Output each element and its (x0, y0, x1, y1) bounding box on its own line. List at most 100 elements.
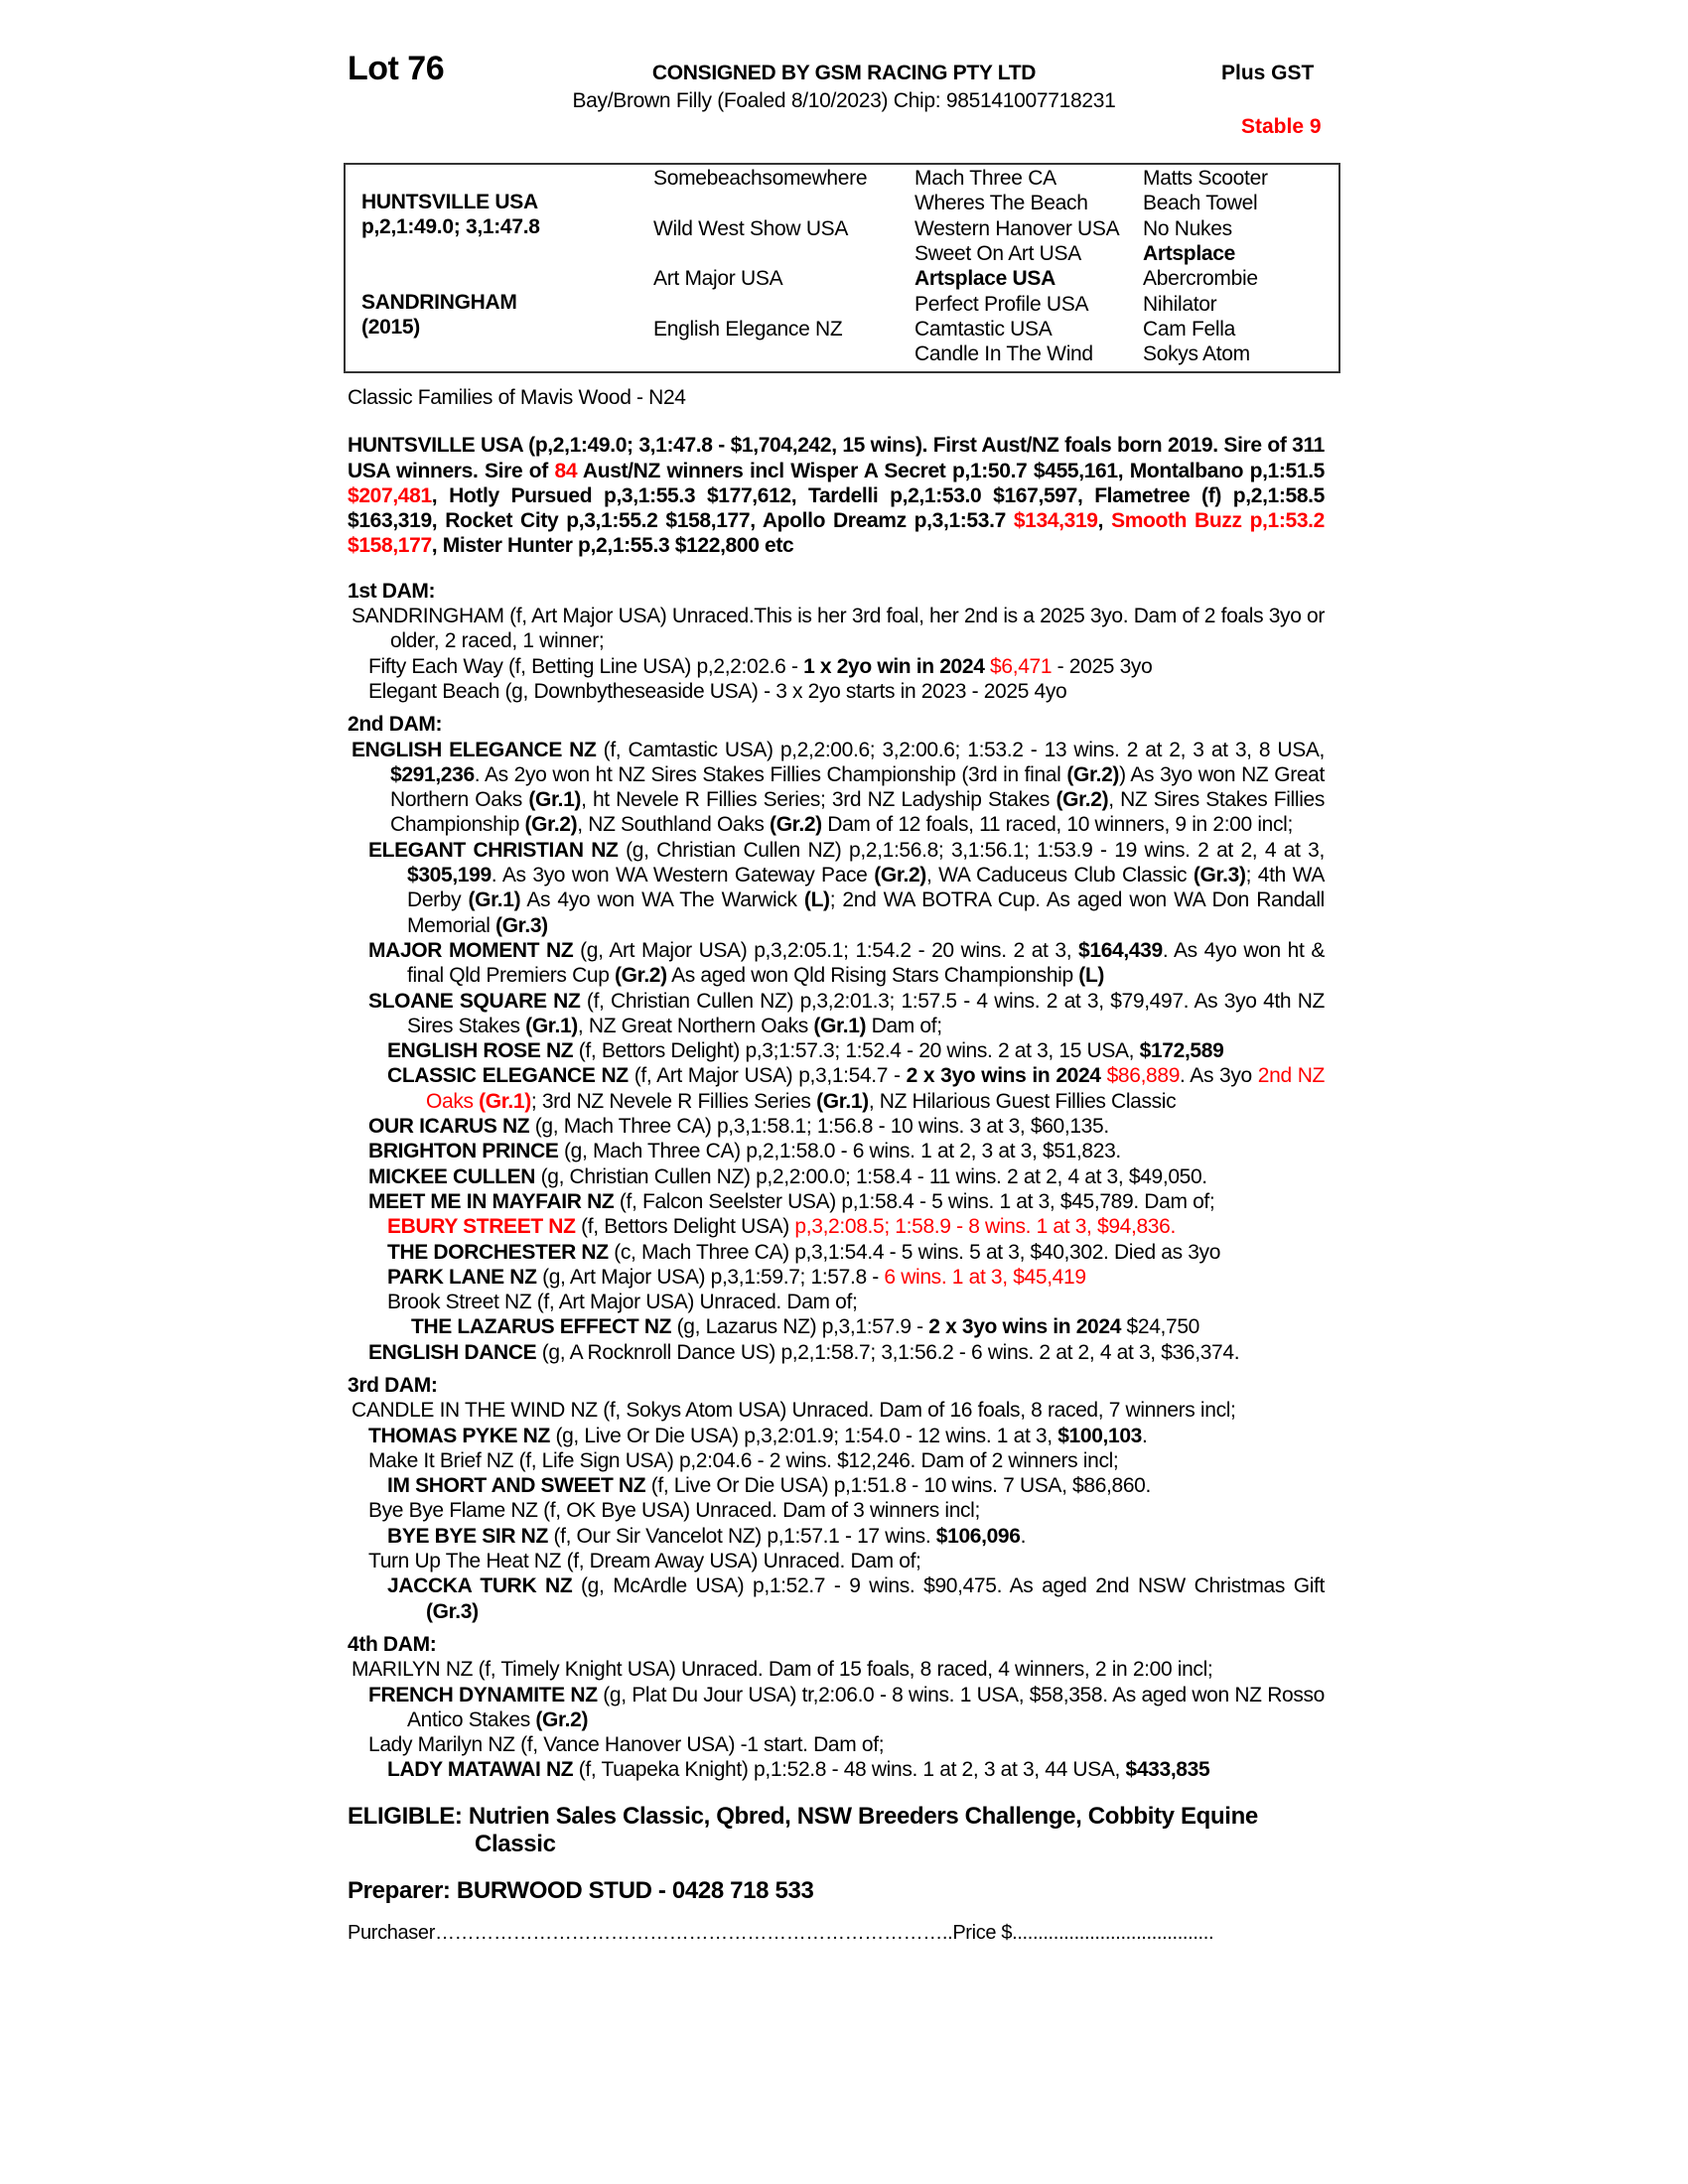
pedigree-gen3: Candle In The Wind (914, 342, 1093, 366)
text-segment: (L) (803, 888, 830, 912)
stable-number: Stable 9 (1241, 115, 1322, 138)
text-segment: THE DORCHESTER NZ (387, 1240, 609, 1264)
progeny-entry: BRIGHTON PRINCE (g, Mach Three CA) p,2,1… (348, 1139, 1325, 1163)
text-segment: JACCKA TURK NZ (387, 1574, 573, 1598)
progeny-entry: ENGLISH ELEGANCE NZ (f, Camtastic USA) p… (348, 738, 1325, 838)
text-segment: ; 3rd NZ Nevele R Fillies Series (530, 1089, 817, 1113)
progeny-entry: Elegant Beach (g, Downbytheseaside USA) … (348, 679, 1325, 704)
text-segment: (Gr.1) (528, 788, 582, 812)
text-segment: (g, Live Or Die USA) p,3,2:01.9; 1:54.0 … (549, 1424, 1058, 1447)
progeny-entry: LADY MATAWAI NZ (f, Tuapeka Knight) p,1:… (348, 1757, 1325, 1782)
text-segment: MEET ME IN MAYFAIR NZ (368, 1189, 615, 1213)
text-segment: $100,103 (1057, 1424, 1143, 1447)
progeny-entry: OUR ICARUS NZ (g, Mach Three CA) p,3,1:5… (348, 1114, 1325, 1139)
text-segment: PARK LANE NZ (387, 1265, 537, 1289)
text-segment: , (1097, 509, 1112, 533)
text-segment: $106,096 (935, 1524, 1021, 1548)
pedigree-gen4: Sokys Atom (1143, 342, 1250, 366)
text-segment: 1 x 2yo win in 2024 (803, 654, 985, 678)
pedigree-gen3: Western Hanover USA (914, 216, 1120, 240)
text-segment: SANDRINGHAM (f, Art Major USA) Unraced.T… (352, 605, 1325, 653)
text-segment: , NZ Hilarious Guest Fillies Classic (868, 1089, 1177, 1113)
text-segment: (g, Plat Du Jour USA) tr,2:06.0 - 8 wins… (407, 1683, 1325, 1731)
pedigree-grandparent: Wild West Show USA (653, 216, 849, 240)
eligibility: ELIGIBLE: Nutrien Sales Classic, Qbred, … (348, 1802, 1258, 1857)
text-segment: (Gr.2) (615, 964, 667, 988)
text-segment: (f, Falcon Seelster USA) p,1:58.4 - 5 wi… (614, 1189, 1215, 1213)
text-segment: . (1142, 1424, 1148, 1447)
text-segment: (g, Art Major USA) p,3,2:05.1; 1:54.2 - … (573, 938, 1079, 962)
purchaser-line: Purchaser……………………………………………………………………..Pri… (348, 1922, 1214, 1945)
text-segment: 2nd NZ Oaks (426, 1064, 1325, 1113)
text-segment: (Gr.2) (1066, 762, 1120, 786)
text-segment: (Gr.3) (426, 1599, 479, 1623)
pedigree-grandparent: Art Major USA (653, 267, 783, 291)
text-segment: , NZ Southland Oaks (577, 813, 771, 837)
catalogue-body: Classic Families of Mavis Wood - N24 HUN… (348, 385, 1325, 1946)
text-segment: , NZ Great Northern Oaks (577, 1014, 814, 1037)
text-segment: (f, Our Sir Vancelot NZ) p,1:57.1 - 17 w… (547, 1524, 936, 1548)
dam-heading: 1st DAM: (348, 579, 436, 603)
progeny-entry: ENGLISH DANCE (g, A Rocknroll Dance US) … (348, 1340, 1325, 1365)
progeny-entry: FRENCH DYNAMITE NZ (g, Plat Du Jour USA)… (348, 1683, 1325, 1733)
text-segment: ELEGANT CHRISTIAN NZ (368, 838, 619, 862)
pedigree-dam: SANDRINGHAM (361, 291, 517, 314)
text-segment: $207,481 (348, 483, 432, 507)
pedigree-grandparent: Somebeachsomewhere (653, 167, 868, 190)
text-segment: $6,471 (990, 654, 1053, 678)
progeny-entry: CLASSIC ELEGANCE NZ (f, Art Major USA) p… (348, 1063, 1325, 1114)
progeny-entry: Fifty Each Way (f, Betting Line USA) p,2… (348, 654, 1325, 679)
text-segment: (f, Live Or Die USA) p,1:51.8 - 10 wins.… (645, 1474, 1152, 1498)
text-segment: (g, Christian Cullen NZ) p,2,2:00.0; 1:5… (535, 1164, 1208, 1188)
text-segment: (Gr.3) (1193, 864, 1246, 887)
text-segment: ENGLISH DANCE (368, 1340, 537, 1364)
text-segment: MAJOR MOMENT NZ (368, 938, 574, 962)
text-segment: 2 x 3yo wins in 2024 (928, 1315, 1122, 1339)
text-segment: (L) (1078, 964, 1105, 988)
pedigree-gen3: Perfect Profile USA (914, 292, 1089, 316)
pedigree-gen4: Beach Towel (1143, 192, 1258, 215)
text-segment: FRENCH DYNAMITE NZ (368, 1683, 598, 1706)
progeny-entry: MAJOR MOMENT NZ (g, Art Major USA) p,3,2… (348, 938, 1325, 989)
text-segment: Bye Bye Flame NZ (f, OK Bye USA) Unraced… (368, 1499, 980, 1523)
progeny-entry: Turn Up The Heat NZ (f, Dream Away USA) … (348, 1549, 1325, 1573)
consignor: CONSIGNED BY GSM RACING PTY LTD (651, 62, 1037, 84)
text-segment: Brook Street NZ (f, Art Major USA) Unrac… (387, 1291, 858, 1314)
preparer: Preparer: BURWOOD STUD - 0428 718 533 (348, 1876, 814, 1904)
progeny-entry: Bye Bye Flame NZ (f, OK Bye USA) Unraced… (348, 1498, 1325, 1523)
text-segment: $86,889 (1106, 1064, 1181, 1088)
progeny-entry: THE DORCHESTER NZ (c, Mach Three CA) p,3… (348, 1240, 1325, 1265)
text-segment: (Gr.2) (1055, 788, 1109, 812)
progeny-entry: Brook Street NZ (f, Art Major USA) Unrac… (348, 1290, 1325, 1314)
text-segment: , WA Caduceus Club Classic (925, 864, 1194, 887)
progeny-entry: Lady Marilyn NZ (f, Vance Hanover USA) -… (348, 1732, 1325, 1757)
progeny-entry: MICKEE CULLEN (g, Christian Cullen NZ) p… (348, 1164, 1325, 1189)
text-segment: Lady Marilyn NZ (f, Vance Hanover USA) -… (368, 1733, 885, 1757)
text-segment: Aust/NZ winners incl Wisper A Secret p,1… (577, 459, 1326, 482)
dam-heading: 3rd DAM: (348, 1373, 438, 1397)
pedigree-gen4: Nihilator (1143, 292, 1217, 316)
dam-heading: 2nd DAM: (348, 713, 443, 737)
text-segment: HUNTSVILLE USA (p,2,1:49.0; 3,1:47.8 - $… (348, 434, 1325, 482)
lot-number: Lot 76 (348, 50, 445, 87)
progeny-entry: THOMAS PYKE NZ (g, Live Or Die USA) p,3,… (348, 1424, 1325, 1448)
text-segment: - 2025 3yo (1052, 654, 1153, 678)
text-segment: Smooth Buzz p,1:53.2 $158,177 (348, 509, 1325, 558)
text-segment: ; 4th WA Derby (407, 864, 1325, 912)
text-segment: (c, Mach Three CA) p,3,1:54.4 - 5 wins. … (608, 1240, 1221, 1264)
progeny-entry: PARK LANE NZ (g, Art Major USA) p,3,1:59… (348, 1265, 1325, 1290)
pedigree-gen4: Artsplace (1143, 241, 1236, 265)
pedigree-gen3: Mach Three CA (914, 167, 1056, 190)
progeny-entry: ELEGANT CHRISTIAN NZ (g, Christian Culle… (348, 838, 1325, 938)
progeny-entry: EBURY STREET NZ (f, Bettors Delight USA)… (348, 1214, 1325, 1239)
pedigree-grandparent: English Elegance NZ (653, 317, 843, 341)
text-segment: ; 2nd WA BOTRA Cup. As aged won WA Don R… (407, 888, 1325, 937)
text-segment: Fifty Each Way (f, Betting Line USA) p,2… (368, 654, 804, 678)
sire-summary: HUNTSVILLE USA (p,2,1:49.0; 3,1:47.8 - $… (348, 433, 1325, 558)
text-segment: (g, Mach Three CA) p,3,1:58.1; 1:56.8 - … (529, 1115, 1109, 1139)
text-segment: , NZ Sires Stakes Fillies Championship (390, 788, 1325, 837)
text-segment: THOMAS PYKE NZ (368, 1424, 550, 1447)
text-segment: (g, McArdle USA) p,1:52.7 - 9 wins. $90,… (572, 1574, 1325, 1598)
text-segment: SLOANE SQUARE NZ (368, 989, 581, 1013)
text-segment: (Gr.2) (874, 864, 926, 887)
